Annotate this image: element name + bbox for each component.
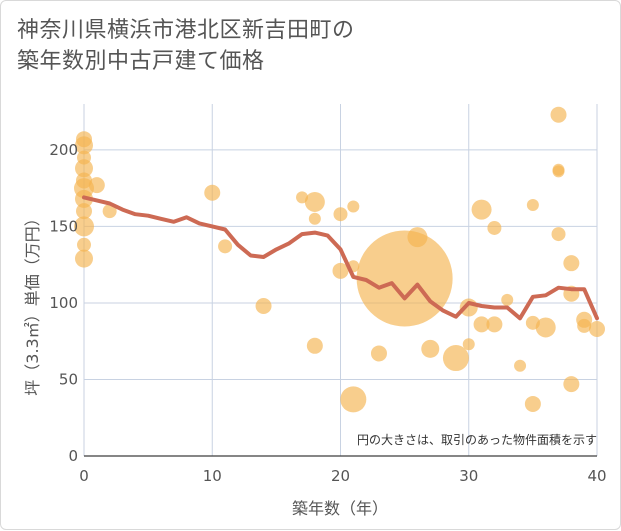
scatter-point — [589, 320, 605, 337]
x-tick-label: 30 — [459, 467, 478, 485]
scatter-point — [487, 220, 502, 235]
trend-line-layer — [82, 195, 599, 321]
scatter-point — [462, 338, 475, 351]
chart-title-line-2: 築年数別中古戸建て価格 — [17, 49, 265, 74]
y-tick-label: 200 — [49, 141, 78, 159]
scatter-point — [102, 204, 117, 219]
y-tick-label: 50 — [59, 370, 78, 388]
y-axis-label: 坪（3.3㎡）単価（万円） — [23, 210, 42, 395]
scatter-point — [535, 317, 556, 338]
scatter-point — [306, 337, 323, 354]
scatter-point — [75, 159, 93, 178]
x-tick-labels: 0 10 20 30 40 — [79, 467, 606, 485]
x-axis-label: 築年数（年） — [292, 499, 388, 518]
x-tick-label: 40 — [587, 467, 606, 485]
scatter-point — [332, 262, 349, 279]
scatter-point — [514, 359, 527, 372]
scatter-point — [471, 199, 492, 220]
x-tick-label: 0 — [79, 467, 89, 485]
scatter-point — [524, 395, 541, 412]
scatter-point — [550, 106, 567, 123]
x-tick-label: 10 — [203, 467, 222, 485]
scatter-point — [501, 293, 514, 306]
scatter-point — [563, 376, 580, 393]
scatter-point — [74, 216, 94, 237]
y-tick-labels: 0 50 100 150 200 — [49, 141, 78, 465]
scatter-point — [255, 298, 272, 315]
chart-title: 神奈川県横浜市港北区新吉田町の 築年数別中古戸建て価格 — [17, 15, 355, 77]
average-price-line — [82, 195, 599, 321]
chart-title-line-1: 神奈川県横浜市港北区新吉田町の — [17, 18, 355, 43]
size-note: 円の大きさは、取引のあった物件面積を示す — [357, 432, 597, 447]
scatter-point — [577, 318, 592, 333]
scatter-point — [75, 249, 93, 268]
scatter-point — [563, 255, 580, 272]
scatter-point — [421, 339, 440, 358]
scatter-point — [204, 184, 221, 201]
scatter-point — [75, 136, 93, 155]
scatter-point — [442, 345, 469, 372]
scatter-point — [333, 207, 348, 222]
y-tick-label: 100 — [49, 294, 78, 312]
scatter-point — [347, 200, 360, 213]
grid-lines — [83, 104, 598, 457]
scatter-point — [77, 237, 91, 252]
x-tick-label: 20 — [331, 467, 350, 485]
scatter-point — [526, 199, 539, 212]
scatter-point — [486, 316, 503, 333]
scatter-point — [76, 203, 92, 220]
scatter-point — [473, 316, 490, 333]
scatter-point — [551, 227, 566, 242]
scatter-point — [304, 191, 325, 212]
scatter-point — [308, 212, 321, 225]
scatter-point — [370, 345, 387, 362]
scatter-point — [407, 227, 428, 248]
scatter-point — [218, 239, 233, 254]
y-tick-label: 150 — [49, 217, 78, 235]
scatter-point — [340, 386, 367, 413]
scatter-point — [88, 177, 105, 194]
scatter-point — [552, 165, 565, 178]
scatter-point — [356, 230, 453, 327]
y-tick-label: 0 — [68, 447, 78, 465]
